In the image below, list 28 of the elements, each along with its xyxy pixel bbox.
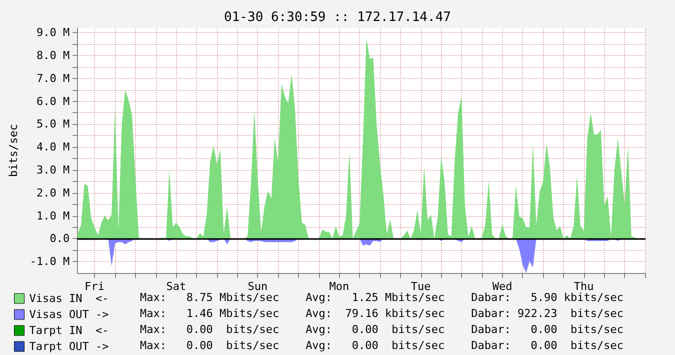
x-tick-label: Thu bbox=[574, 280, 594, 293]
y-tick-label: 1.0 M bbox=[36, 209, 70, 222]
y-tick-label: -1.0 M bbox=[30, 255, 70, 268]
y-tick-label: 2.0 M bbox=[36, 186, 70, 200]
x-tick-label: Sat bbox=[166, 280, 186, 293]
y-tick-label: 8.0 M bbox=[36, 48, 70, 62]
text: Max: 1.46 Mbits/sec Avg: 79.16 kbits/sec Dabar: 922.23 bits/sec bbox=[140, 307, 624, 320]
y-tick-label: 5.0 M bbox=[36, 118, 70, 131]
x-tick-label: Sun bbox=[248, 280, 268, 293]
y-tick-label: 7.0 M bbox=[36, 72, 70, 85]
y-tick-label: 3.0 M bbox=[36, 163, 70, 176]
text: Max: 0.00 bits/sec Avg: 0.00 bits/sec Dabar: 0.00 bits/sec bbox=[140, 339, 624, 352]
legend-label: Tarpt IN <- bbox=[29, 324, 109, 337]
y-tick-label: 0.0 bbox=[50, 232, 70, 246]
y-tick-label: 6.0 M bbox=[36, 94, 70, 108]
x-tick-label: Tue bbox=[410, 280, 431, 293]
y-tick-label: 9.0 M bbox=[36, 26, 70, 40]
legend-label: Tarpt OUT -> bbox=[29, 340, 110, 353]
text: Max: 0.00 bits/sec Avg: 0.00 bits/sec Dabar: 0.00 bits/sec bbox=[140, 323, 624, 336]
x-tick-label: Mon bbox=[329, 280, 350, 293]
legend-label: Visas IN <- bbox=[29, 292, 109, 305]
x-tick-label: Wed bbox=[492, 280, 512, 293]
x-tick-label: Fri bbox=[84, 280, 105, 293]
chart-title: 01-30 6:30:59 :: 172.17.14.47 bbox=[224, 10, 451, 25]
y-tick-label: 4.0 M bbox=[36, 140, 70, 154]
legend-label: Visas OUT -> bbox=[29, 308, 110, 321]
y-axis-title: bits/sec bbox=[7, 124, 20, 177]
text: Max: 8.75 Mbits/sec Avg: 1.25 Mbits/sec Dabar: 5.90 kbits/sec bbox=[140, 291, 624, 304]
